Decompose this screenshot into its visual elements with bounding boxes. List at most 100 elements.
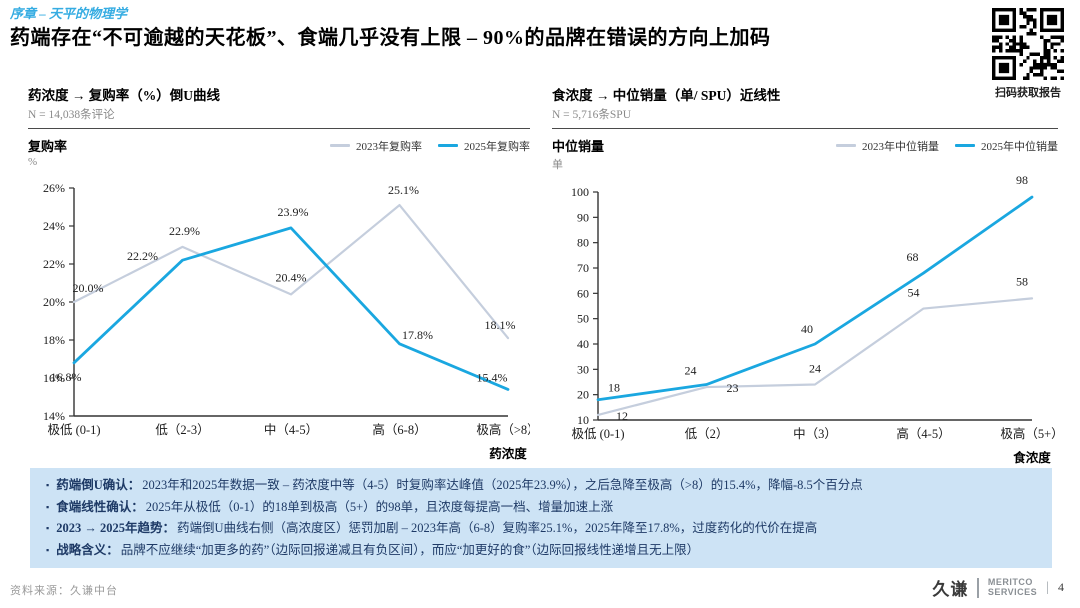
bullet-marker: ▪ — [46, 544, 50, 555]
svg-text:20: 20 — [577, 388, 589, 402]
legend: 2023年复购率 2025年复购率 — [330, 138, 530, 154]
legend-item-2025: 2025年中位销量 — [955, 138, 1058, 154]
svg-text:26%: 26% — [43, 181, 65, 195]
bullet-text: 药端倒U曲线右侧（高浓度区）惩罚加剧 – 2023年高（6-8）复购率25.1%… — [176, 521, 818, 536]
chart-subtitle: N = 14,038条评论 — [28, 109, 115, 121]
chart-panel-food: 食浓度 → 中位销量（单/ SPU）近线性 N = 5,716条SPU 中位销量… — [552, 84, 1058, 472]
svg-text:极低 (0-1): 极低 (0-1) — [571, 427, 624, 441]
bullet-lead: 食端线性确认： — [56, 499, 144, 514]
legend-swatch-gray — [836, 144, 856, 147]
svg-text:18: 18 — [608, 381, 620, 395]
svg-text:98: 98 — [1016, 173, 1028, 187]
svg-text:12: 12 — [616, 409, 628, 423]
svg-text:54: 54 — [908, 286, 920, 300]
page-number: 4 — [1058, 580, 1064, 594]
svg-text:68: 68 — [907, 250, 919, 264]
chart-title: 食浓度 → 中位销量（单/ SPU）近线性 — [552, 88, 781, 103]
line-chart-drug-concentration: 14% 16% 18% 20% 22% 24% 26% 极低 (0-1) 低（2-3） 中（4-5… — [43, 181, 530, 461]
qr-caption: 扫码获取报告 — [995, 87, 1061, 99]
section-eyebrow: 序章 – 天平的物理学 — [10, 6, 128, 21]
bullet-text: 2025年从极低（0-1）的18单到极高（5+）的98单，且浓度每提高一档、增量… — [145, 499, 614, 514]
qr-block: 扫码获取报告 — [990, 8, 1066, 100]
svg-text:10: 10 — [577, 413, 589, 427]
svg-text:极高（5+）: 极高（5+） — [1000, 426, 1058, 441]
bullet-inverted-u: ▪ 药端倒U确认： 2023年和2025年数据一致 – 药浓度中等（4-5）时复购… — [46, 476, 1036, 495]
divider — [552, 128, 1058, 129]
svg-text:22.2%: 22.2% — [127, 249, 158, 263]
svg-text:100: 100 — [571, 185, 589, 199]
y-axis-title: 中位销量 — [552, 139, 605, 154]
bullet-lead: 战略含义： — [56, 542, 119, 557]
svg-text:高（6-8）: 高（6-8） — [372, 422, 426, 437]
svg-text:20.0%: 20.0% — [73, 281, 104, 295]
svg-text:58: 58 — [1016, 274, 1028, 288]
svg-text:18.1%: 18.1% — [485, 318, 516, 332]
svg-text:20%: 20% — [43, 295, 65, 309]
svg-text:70: 70 — [577, 261, 589, 275]
bullet-marker: ▪ — [46, 480, 50, 491]
legend-label: 2023年复购率 — [356, 140, 422, 153]
svg-text:24: 24 — [809, 362, 821, 376]
page-title: 药端存在“不可逾越的天花板”、食端几乎没有上限 – 90%的品牌在错误的方向上加… — [10, 27, 771, 49]
y-axis-unit: 单 — [552, 159, 563, 171]
bullet-text: 2023年和2025年数据一致 – 药浓度中等（4-5）时复购率达峰值（2025… — [142, 478, 863, 493]
legend-label: 2025年中位销量 — [981, 140, 1058, 153]
svg-text:中（3）: 中（3） — [793, 426, 837, 441]
page-separator: | — [1046, 579, 1049, 595]
svg-text:80: 80 — [577, 236, 589, 250]
bullet-trend: ▪ 2023 → 2025年趋势： 药端倒U曲线右侧（高浓度区）惩罚加剧 – 20… — [46, 519, 1036, 538]
insight-box: ▪ 药端倒U确认： 2023年和2025年数据一致 – 药浓度中等（4-5）时复购… — [30, 468, 1052, 568]
svg-text:22%: 22% — [43, 257, 65, 271]
bullet-text: 品牌不应继续“加更多的药”（边际回报递减且有负区间），而应“加更好的食”（边际回… — [120, 542, 700, 557]
divider — [28, 128, 530, 129]
bullet-lead: 药端倒U确认： — [56, 478, 141, 493]
svg-text:低（2-3）: 低（2-3） — [155, 423, 209, 437]
logo-en-text: MERITCO SERVICES — [987, 576, 1038, 597]
legend-item-2023: 2023年中位销量 — [836, 138, 939, 154]
bullet-lead: 2023 → 2025年趋势： — [56, 521, 175, 536]
svg-text:16%: 16% — [43, 371, 65, 385]
legend-label: 2023年中位销量 — [862, 140, 939, 153]
legend-swatch-gray — [330, 144, 350, 147]
svg-text:40: 40 — [801, 322, 813, 336]
legend-item-2025: 2025年复购率 — [438, 138, 530, 154]
svg-text:24%: 24% — [43, 219, 65, 233]
y-axis-unit: % — [28, 156, 38, 168]
svg-text:中（4-5）: 中（4-5） — [264, 422, 318, 437]
svg-text:50: 50 — [577, 312, 589, 326]
logo-divider — [977, 577, 979, 598]
svg-text:低（2）: 低（2） — [685, 427, 729, 441]
chart-subtitle: N = 5,716条SPU — [552, 109, 632, 121]
legend-label: 2025年复购率 — [464, 140, 530, 153]
y-axis-title: 复购率 — [28, 139, 68, 154]
svg-text:40: 40 — [577, 337, 589, 351]
svg-text:15.4%: 15.4% — [477, 370, 508, 384]
chart-title: 药浓度 → 复购率（%）倒U曲线 — [28, 88, 220, 103]
svg-text:25.1%: 25.1% — [388, 183, 419, 197]
bullet-marker: ▪ — [46, 501, 50, 512]
svg-text:高（4-5）: 高（4-5） — [896, 426, 950, 441]
source-note: 资料来源：久谦中台 — [10, 585, 118, 597]
logo-cn-text: 久谦 — [932, 580, 969, 599]
svg-text:23: 23 — [727, 381, 739, 395]
bullet-marker: ▪ — [46, 523, 50, 534]
svg-text:药浓度: 药浓度 — [489, 446, 527, 461]
svg-text:极高（>8）: 极高（>8） — [476, 422, 530, 437]
line-chart-food-concentration: 10 20 30 40 50 60 70 80 90 100 极低 (0-1) 低（2） 中（3） 高（4… — [571, 173, 1058, 465]
company-logo: 久谦 MERITCO SERVICES | 4 — [932, 575, 1064, 600]
svg-text:30: 30 — [577, 362, 589, 376]
legend: 2023年中位销量 2025年中位销量 — [836, 138, 1058, 154]
svg-text:18%: 18% — [43, 333, 65, 347]
svg-text:22.9%: 22.9% — [169, 224, 200, 238]
svg-text:14%: 14% — [43, 409, 65, 423]
qr-code-icon — [992, 8, 1064, 80]
svg-text:食浓度: 食浓度 — [1012, 450, 1051, 465]
bullet-linear: ▪ 食端线性确认： 2025年从极低（0-1）的18单到极高（5+）的98单，且浓… — [46, 498, 1036, 517]
legend-item-2023: 2023年复购率 — [330, 138, 422, 154]
svg-text:60: 60 — [577, 286, 589, 300]
bullet-strategy: ▪ 战略含义： 品牌不应继续“加更多的药”（边际回报递减且有负区间），而应“加更好… — [46, 541, 1036, 560]
svg-text:20.4%: 20.4% — [276, 270, 307, 284]
svg-text:极低 (0-1): 极低 (0-1) — [47, 423, 100, 437]
legend-swatch-blue — [955, 144, 975, 147]
